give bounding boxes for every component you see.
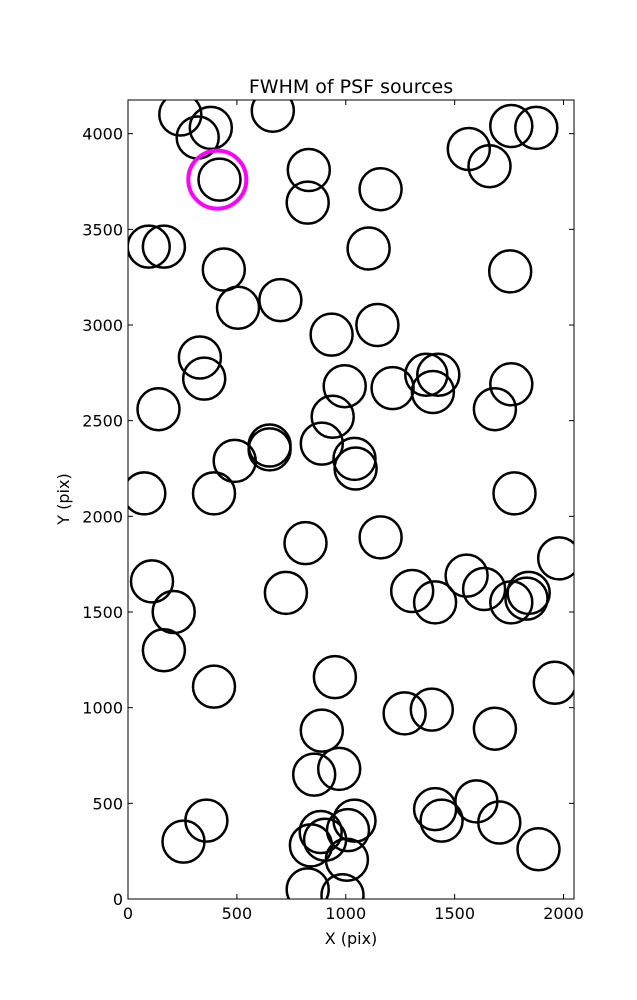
x-tick-label-1000: 1000 — [325, 904, 366, 923]
y-axis: 0 500 1000 1500 2000 2500 3000 3500 4000 — [82, 125, 574, 909]
source-marker-59 — [409, 687, 455, 732]
source-marker-58 — [382, 691, 427, 736]
source-marker-54 — [141, 628, 187, 673]
source-marker-48 — [444, 553, 489, 598]
source-marker-61 — [299, 708, 345, 753]
source-marker-3 — [250, 100, 296, 133]
source-marker-47 — [412, 580, 458, 625]
source-marker-44 — [129, 559, 175, 604]
source-marker-33 — [247, 427, 292, 472]
source-marker-17 — [258, 277, 303, 323]
plot-marks — [128, 100, 574, 899]
source-marker-77 — [285, 867, 330, 899]
y-axis-label: Y (pix) — [54, 473, 73, 525]
source-marker-18 — [215, 285, 261, 331]
y-tick-label-3000: 3000 — [82, 316, 123, 335]
source-marker-51 — [506, 570, 551, 616]
x-tick-label-0: 0 — [123, 904, 133, 923]
chart-title: FWHM of PSF sources — [249, 76, 453, 98]
source-marker-49 — [461, 566, 507, 612]
source-marker-67 — [419, 798, 464, 843]
x-axis-label: X (pix) — [325, 929, 378, 948]
source-marker-64 — [184, 798, 229, 843]
source-marker-19 — [309, 312, 354, 357]
source-marker-25 — [404, 352, 449, 398]
source-marker-10 — [285, 180, 330, 225]
source-marker-9 — [286, 147, 332, 193]
source-marker-55 — [312, 654, 358, 700]
source-marker-24 — [370, 365, 415, 411]
source-marker-8 — [197, 157, 242, 202]
source-marker-56 — [532, 660, 574, 706]
source-marker-13 — [141, 224, 187, 269]
source-marker-4 — [489, 103, 534, 149]
source-marker-76 — [324, 837, 370, 883]
source-marker-43 — [536, 536, 574, 581]
source-marker-60 — [472, 706, 518, 751]
y-tick-label-2500: 2500 — [82, 412, 123, 431]
source-marker-34 — [299, 421, 345, 466]
source-marker-37 — [212, 438, 257, 484]
source-marker-21 — [177, 335, 223, 380]
x-tick-label-500: 500 — [222, 904, 253, 923]
source-marker-40 — [492, 471, 537, 516]
source-marker-0 — [158, 100, 203, 137]
source-marker-35 — [332, 436, 377, 482]
y-tick-label-3500: 3500 — [82, 220, 123, 239]
source-marker-29 — [472, 386, 518, 432]
y-tick-label-1500: 1500 — [82, 603, 123, 622]
source-marker-15 — [201, 247, 247, 292]
x-axis: 0 500 1000 1500 2000 — [123, 100, 584, 923]
source-marker-22 — [181, 356, 227, 401]
source-marker-16 — [487, 249, 533, 294]
source-marker-7 — [467, 143, 512, 189]
source-marker-53 — [151, 589, 196, 635]
source-marker-30 — [136, 386, 181, 432]
source-marker-70 — [516, 827, 561, 872]
source-marker-31 — [310, 394, 355, 440]
source-marker-5 — [514, 105, 559, 151]
source-marker-14 — [346, 226, 391, 271]
highlight-marker — [186, 148, 249, 211]
source-marker-73 — [298, 809, 343, 855]
source-marker-41 — [283, 520, 328, 566]
source-marker-57 — [191, 664, 237, 709]
source-marker-62 — [291, 752, 337, 797]
source-marker-38 — [128, 471, 167, 516]
source-marker-63 — [316, 746, 362, 792]
y-tick-label-1000: 1000 — [82, 699, 123, 718]
y-tick-label-2000: 2000 — [82, 507, 123, 526]
x-tick-label-2000: 2000 — [543, 904, 584, 923]
source-marker-20 — [355, 302, 400, 348]
source-marker-26 — [416, 352, 461, 398]
source-marker-36 — [333, 446, 378, 491]
source-marker-23 — [322, 363, 367, 409]
source-marker-46 — [389, 568, 435, 614]
source-marker-2 — [188, 105, 234, 151]
source-marker-78 — [320, 872, 365, 899]
plot-frame — [127, 99, 575, 900]
source-marker-39 — [191, 471, 237, 516]
source-marker-27 — [410, 369, 456, 415]
source-marker-45 — [263, 570, 309, 616]
source-marker-52 — [504, 576, 549, 621]
y-tick-label-0: 0 — [113, 890, 123, 909]
y-tick-label-500: 500 — [92, 794, 123, 813]
x-tick-label-1500: 1500 — [434, 904, 475, 923]
source-marker-42 — [358, 515, 403, 560]
source-marker-69 — [477, 800, 522, 845]
source-marker-12 — [128, 224, 171, 269]
source-marker-68 — [454, 779, 499, 824]
source-marker-11 — [358, 166, 403, 212]
source-marker-65 — [161, 819, 206, 864]
source-marker-28 — [489, 362, 534, 407]
y-tick-label-4000: 4000 — [82, 125, 123, 144]
